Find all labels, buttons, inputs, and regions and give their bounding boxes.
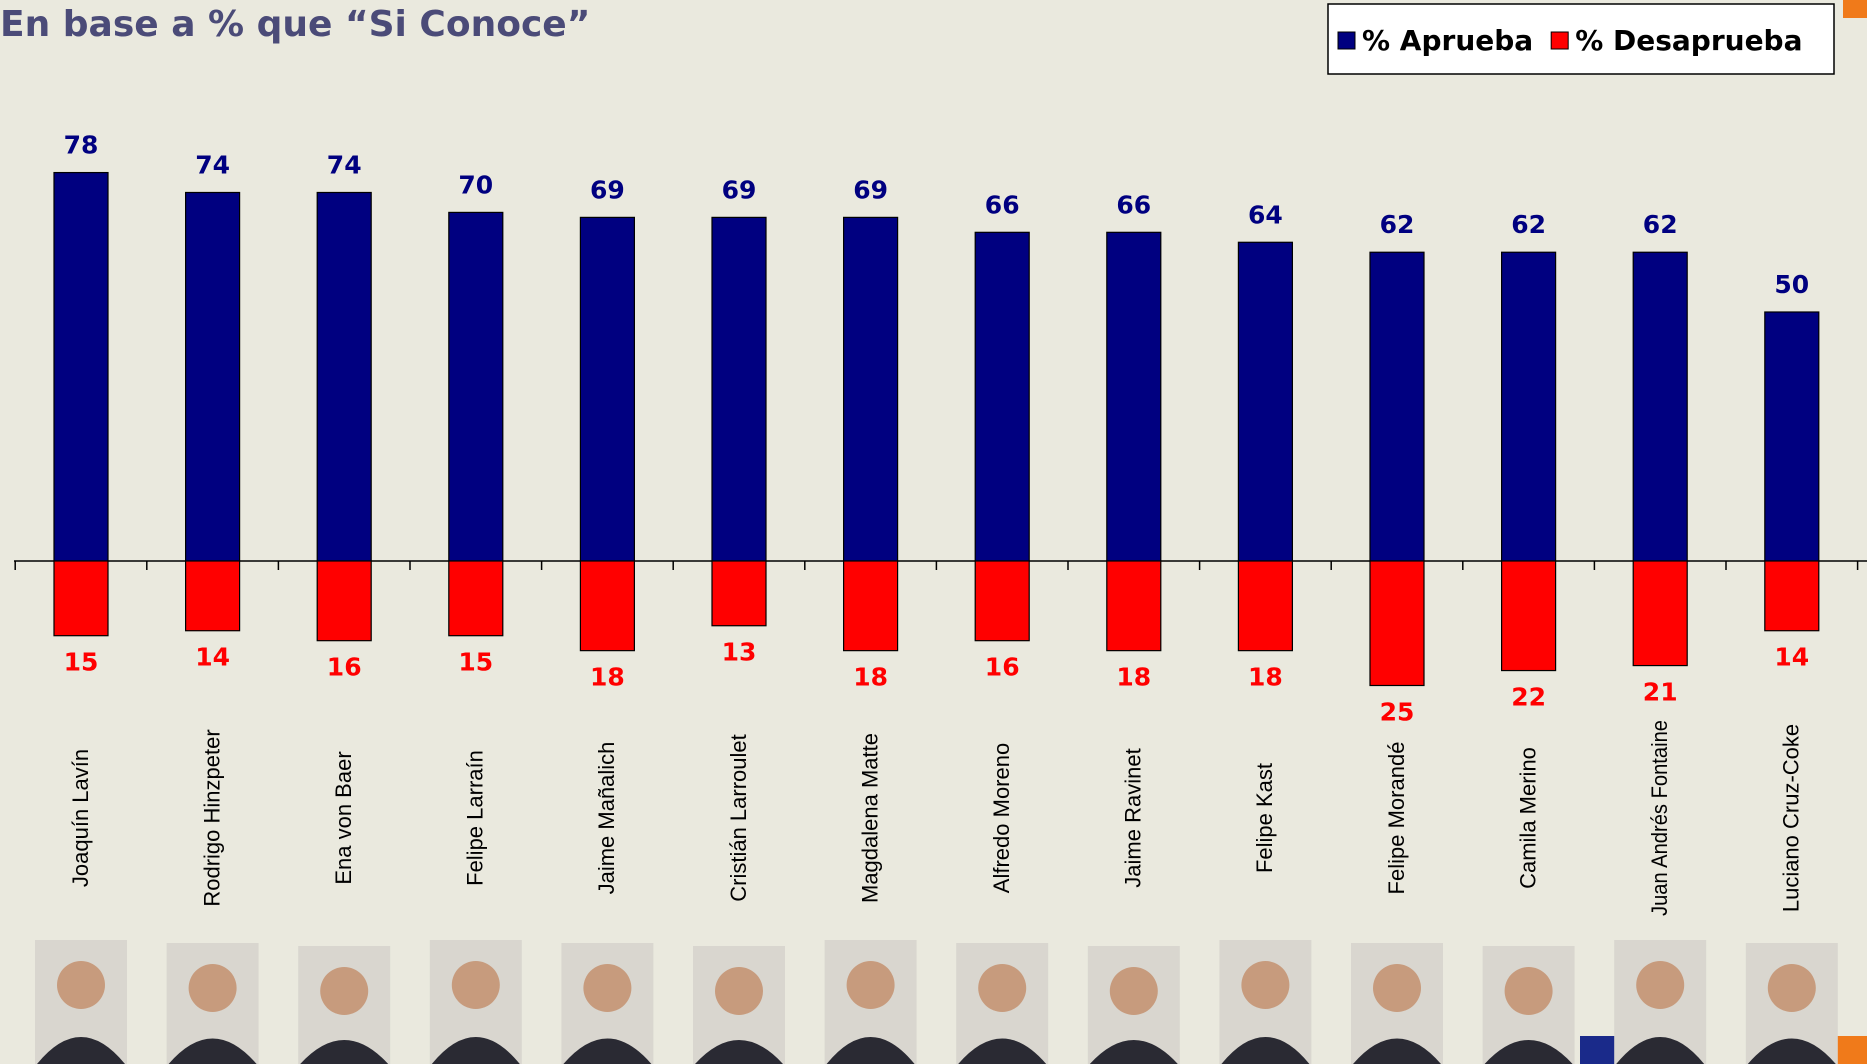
bar (186, 561, 240, 631)
bar (844, 561, 898, 651)
value-label: 25 (1380, 698, 1415, 727)
bar (1370, 561, 1424, 686)
value-label: 15 (458, 648, 493, 677)
legend-label: % Aprueba (1362, 24, 1533, 57)
bar (1107, 232, 1161, 561)
value-label: 18 (590, 663, 625, 692)
portrait-head (1768, 964, 1816, 1012)
portrait-head (847, 961, 895, 1009)
bar (975, 232, 1029, 561)
value-label: 66 (1116, 190, 1151, 219)
category-label: Felipe Morandé (1384, 742, 1409, 895)
bar (1238, 242, 1292, 561)
value-label: 69 (590, 175, 625, 204)
category-label: Felipe Kast (1252, 763, 1277, 873)
value-label: 13 (722, 638, 757, 667)
category-label: Cristián Larroulet (726, 734, 751, 902)
page: {"chart_data": {"type": "diverging-bar",… (0, 0, 1867, 1064)
bar (54, 561, 108, 636)
legend-swatch (1551, 32, 1568, 49)
value-label: 21 (1643, 678, 1678, 707)
portrait-head (1241, 961, 1289, 1009)
value-label: 66 (985, 190, 1020, 219)
bar (1502, 561, 1556, 671)
portrait-head (57, 961, 105, 1009)
bar (1633, 252, 1687, 561)
category-label: Jaime Ravinet (1121, 748, 1146, 887)
value-label: 14 (195, 643, 230, 672)
bar (54, 173, 108, 561)
bar (449, 561, 503, 636)
category-label: Joaquín Lavín (68, 749, 93, 887)
chart-title: En base a % que “Si Conoce” (0, 4, 590, 45)
legend-swatch (1338, 32, 1355, 49)
value-label: 62 (1380, 210, 1415, 239)
value-label: 16 (327, 653, 362, 682)
footer-decoration (1837, 1036, 1867, 1064)
category-label: Juan Andrés Fontaine (1647, 720, 1672, 916)
portrait-head (583, 964, 631, 1012)
bar (580, 561, 634, 651)
bar (317, 561, 371, 641)
bar (1633, 561, 1687, 666)
portrait-head (1636, 961, 1684, 1009)
bar (1370, 252, 1424, 561)
value-label: 14 (1774, 643, 1809, 672)
bar (1238, 561, 1292, 651)
value-label: 22 (1511, 683, 1546, 712)
bar (1502, 252, 1556, 561)
value-label: 74 (195, 150, 230, 179)
portrait-head (1505, 967, 1553, 1015)
corner-decoration (1843, 0, 1867, 18)
bar (975, 561, 1029, 641)
portrait-head (320, 967, 368, 1015)
value-label: 62 (1643, 210, 1678, 239)
bar (712, 561, 766, 626)
portrait-head (1110, 967, 1158, 1015)
portrait-head (189, 964, 237, 1012)
bar (580, 217, 634, 561)
value-label: 15 (64, 648, 99, 677)
category-label: Felipe Larraín (463, 750, 488, 886)
value-label: 50 (1774, 270, 1809, 299)
value-label: 18 (1116, 663, 1151, 692)
value-label: 18 (1248, 663, 1283, 692)
category-label: Ena von Baer (331, 751, 356, 884)
value-label: 69 (853, 175, 888, 204)
value-label: 78 (64, 131, 99, 160)
category-label: Luciano Cruz-Coke (1779, 724, 1804, 912)
category-label: Camila Merino (1515, 747, 1540, 889)
portrait-head (1373, 964, 1421, 1012)
portrait-head (715, 967, 763, 1015)
category-label: Alfredo Moreno (989, 743, 1014, 893)
value-label: 18 (853, 663, 888, 692)
category-label: Magdalena Matte (857, 733, 882, 903)
bar (1107, 561, 1161, 651)
value-label: 70 (458, 170, 493, 199)
portrait-head (452, 961, 500, 1009)
bar (449, 212, 503, 561)
bar (844, 217, 898, 561)
chart: En base a % que “Si Conoce” % Aprueba % D… (0, 0, 1867, 1064)
value-label: 64 (1248, 200, 1283, 229)
bar (1765, 561, 1819, 631)
value-label: 69 (722, 175, 757, 204)
value-label: 74 (327, 150, 362, 179)
legend-label: % Desaprueba (1575, 24, 1802, 57)
value-label: 16 (985, 653, 1020, 682)
bar (317, 192, 371, 561)
category-label: Rodrigo Hinzpeter (199, 729, 224, 906)
value-label: 62 (1511, 210, 1546, 239)
bar (712, 217, 766, 561)
category-label: Jaime Mañalich (594, 742, 619, 895)
bar (186, 192, 240, 561)
portrait-head (978, 964, 1026, 1012)
bar (1765, 312, 1819, 561)
